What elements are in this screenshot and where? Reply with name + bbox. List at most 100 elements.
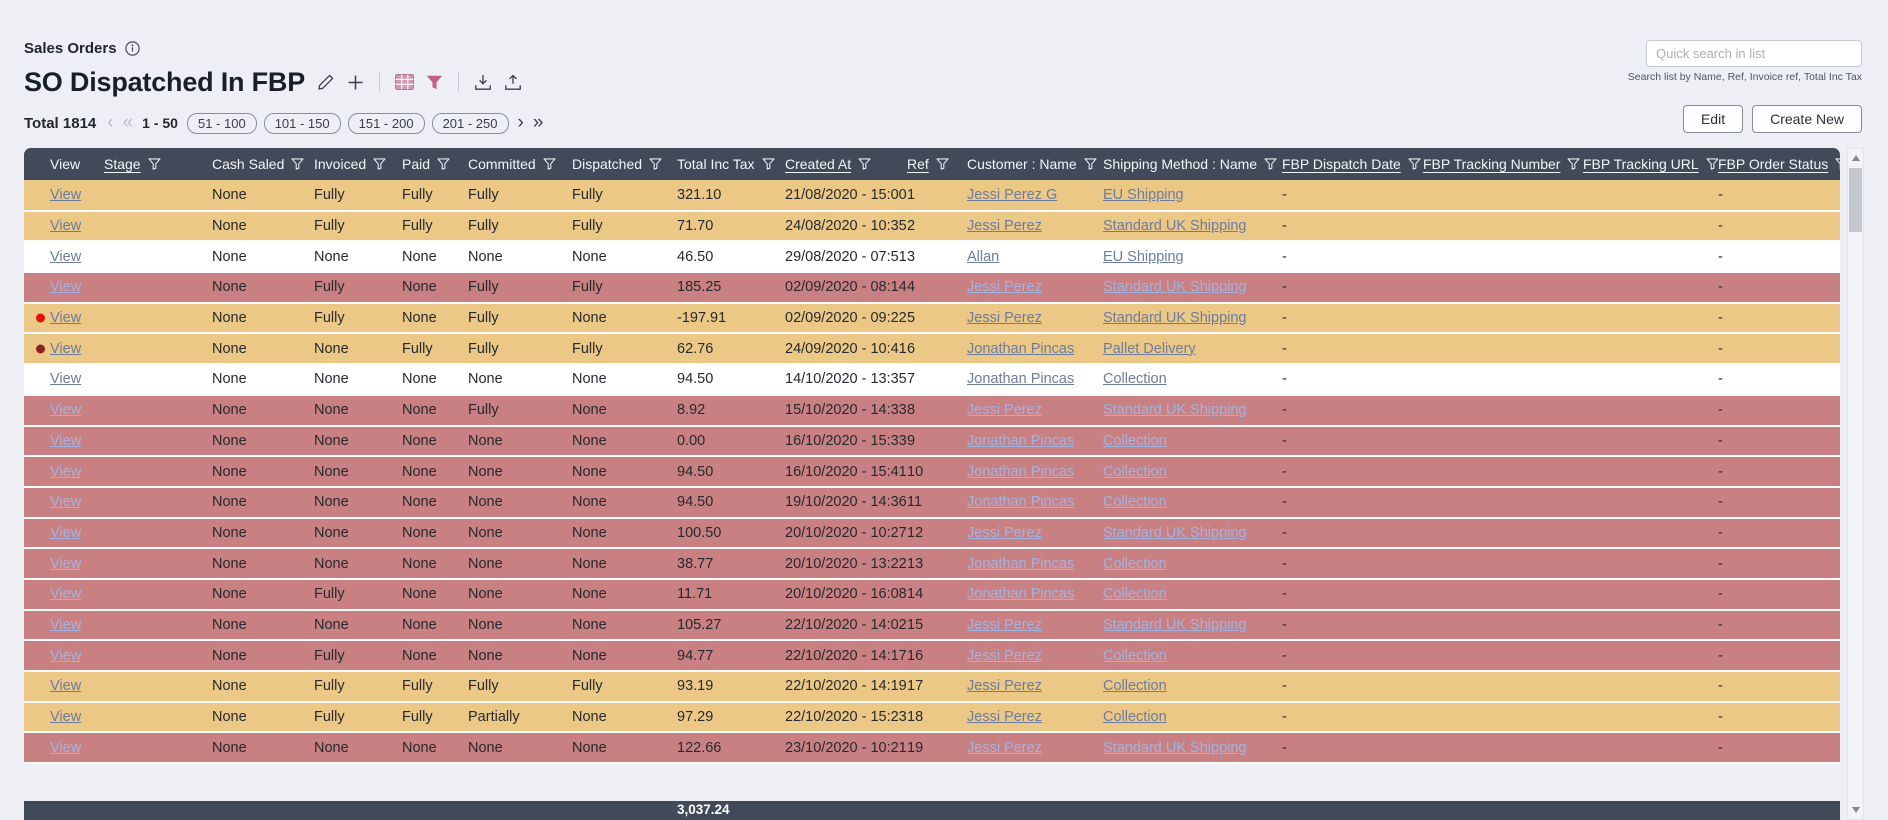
shipping-link[interactable]: Standard UK Shipping: [1103, 279, 1247, 296]
customer-link[interactable]: Jonathan Pincas: [967, 432, 1075, 449]
export-icon[interactable]: [504, 74, 522, 91]
shipping-link[interactable]: Collection: [1103, 555, 1167, 572]
view-link[interactable]: View: [50, 494, 82, 511]
view-link[interactable]: View: [50, 218, 82, 235]
filter-icon[interactable]: [1084, 157, 1097, 173]
view-link[interactable]: View: [50, 310, 82, 327]
customer-link[interactable]: Jessi Perez: [967, 402, 1042, 419]
shipping-link[interactable]: EU Shipping: [1103, 248, 1184, 265]
page-range-button[interactable]: 101 - 150: [263, 112, 341, 134]
customer-link[interactable]: Jessi Perez: [967, 647, 1042, 664]
customer-link[interactable]: Jonathan Pincas: [967, 555, 1075, 572]
column-header-total_inc_tax[interactable]: Total Inc Tax: [677, 148, 785, 180]
customer-link[interactable]: Jessi Perez: [967, 218, 1042, 235]
customer-link[interactable]: Jessi Perez: [967, 279, 1042, 296]
column-header-committed[interactable]: Committed: [468, 148, 572, 180]
filter-icon[interactable]: [1408, 157, 1421, 173]
filter-icon[interactable]: [291, 157, 304, 173]
customer-link[interactable]: Jonathan Pincas: [967, 586, 1075, 603]
view-link[interactable]: View: [50, 709, 82, 726]
column-header-ref[interactable]: Ref: [907, 148, 967, 180]
filter-icon[interactable]: [543, 157, 556, 173]
shipping-link[interactable]: Standard UK Shipping: [1103, 402, 1247, 419]
column-header-invoiced[interactable]: Invoiced: [314, 148, 402, 180]
scroll-up-button[interactable]: [1848, 150, 1863, 166]
edit-list-icon[interactable]: [317, 73, 335, 91]
shipping-link[interactable]: Standard UK Shipping: [1103, 524, 1247, 541]
customer-link[interactable]: Jonathan Pincas: [967, 340, 1075, 357]
column-header-paid[interactable]: Paid: [402, 148, 468, 180]
view-link[interactable]: View: [50, 616, 82, 633]
column-header-fbp_tracking_number[interactable]: FBP Tracking Number: [1423, 148, 1583, 180]
view-link[interactable]: View: [50, 279, 82, 296]
info-icon[interactable]: [124, 41, 140, 56]
customer-link[interactable]: Jessi Perez: [967, 310, 1042, 327]
last-page-icon[interactable]: »: [532, 112, 544, 133]
next-page-icon[interactable]: ›: [517, 112, 524, 133]
edit-button[interactable]: Edit: [1682, 105, 1744, 133]
view-link[interactable]: View: [50, 371, 82, 388]
prev-page-icon[interactable]: ‹: [107, 112, 114, 133]
customer-link[interactable]: Jessi Perez G: [967, 186, 1058, 203]
filter-icon[interactable]: [649, 157, 662, 173]
column-header-cash_saled[interactable]: Cash Saled: [212, 148, 314, 180]
customer-link[interactable]: Jonathan Pincas: [967, 463, 1075, 480]
create-new-button[interactable]: Create New: [1752, 105, 1862, 133]
customer-link[interactable]: Jessi Perez: [967, 524, 1042, 541]
view-link[interactable]: View: [50, 402, 82, 419]
filter-list-icon[interactable]: [426, 75, 443, 90]
shipping-link[interactable]: Collection: [1103, 586, 1167, 603]
view-link[interactable]: View: [50, 463, 82, 480]
page-range-button[interactable]: 51 - 100: [186, 112, 257, 134]
shipping-link[interactable]: Standard UK Shipping: [1103, 616, 1247, 633]
filter-icon[interactable]: [1264, 157, 1277, 173]
search-input[interactable]: [1646, 40, 1862, 67]
shipping-link[interactable]: Collection: [1103, 371, 1167, 388]
filter-icon[interactable]: [858, 157, 871, 173]
view-link[interactable]: View: [50, 340, 82, 357]
view-link[interactable]: View: [50, 186, 82, 203]
current-page-range[interactable]: 1 - 50: [142, 115, 178, 131]
add-icon[interactable]: [347, 74, 364, 91]
view-link[interactable]: View: [50, 248, 82, 265]
column-header-customer[interactable]: Customer : Name: [967, 148, 1103, 180]
column-header-dispatched[interactable]: Dispatched: [572, 148, 677, 180]
filter-icon[interactable]: [761, 157, 775, 173]
shipping-link[interactable]: Collection: [1103, 678, 1167, 695]
customer-link[interactable]: Jessi Perez: [967, 709, 1042, 726]
page-range-button[interactable]: 151 - 200: [347, 112, 425, 134]
shipping-link[interactable]: EU Shipping: [1103, 186, 1184, 203]
customer-link[interactable]: Jonathan Pincas: [967, 494, 1075, 511]
view-link[interactable]: View: [50, 678, 82, 695]
filter-icon[interactable]: [1835, 157, 1840, 173]
scroll-down-button[interactable]: [1848, 802, 1863, 818]
view-link[interactable]: View: [50, 432, 82, 449]
column-header-shipping[interactable]: Shipping Method : Name: [1103, 148, 1282, 180]
customer-link[interactable]: Jessi Perez: [967, 739, 1042, 756]
column-header-fbp_dispatch_date[interactable]: FBP Dispatch Date: [1282, 148, 1423, 180]
shipping-link[interactable]: Collection: [1103, 709, 1167, 726]
shipping-link[interactable]: Pallet Delivery: [1103, 340, 1196, 357]
filter-icon[interactable]: [437, 157, 450, 173]
column-header-stage[interactable]: Stage: [95, 148, 212, 180]
shipping-link[interactable]: Standard UK Shipping: [1103, 739, 1247, 756]
scrollbar-thumb[interactable]: [1849, 168, 1862, 232]
filter-icon[interactable]: [1706, 157, 1718, 173]
column-header-fbp_order_status[interactable]: FBP Order Status: [1718, 148, 1840, 180]
shipping-link[interactable]: Standard UK Shipping: [1103, 310, 1247, 327]
column-header-fbp_tracking_url[interactable]: FBP Tracking URL: [1583, 148, 1718, 180]
shipping-link[interactable]: Collection: [1103, 463, 1167, 480]
view-link[interactable]: View: [50, 555, 82, 572]
filter-icon[interactable]: [936, 157, 949, 173]
customer-link[interactable]: Jessi Perez: [967, 678, 1042, 695]
shipping-link[interactable]: Collection: [1103, 494, 1167, 511]
customer-link[interactable]: Jessi Perez: [967, 616, 1042, 633]
table-scrollbar[interactable]: [1847, 148, 1864, 820]
first-page-icon[interactable]: «: [122, 112, 134, 133]
column-header-created_at[interactable]: Created At: [785, 148, 907, 180]
filter-icon[interactable]: [148, 157, 161, 173]
shipping-link[interactable]: Collection: [1103, 432, 1167, 449]
page-range-button[interactable]: 201 - 250: [431, 112, 509, 134]
view-link[interactable]: View: [50, 647, 82, 664]
filter-icon[interactable]: [373, 157, 386, 173]
